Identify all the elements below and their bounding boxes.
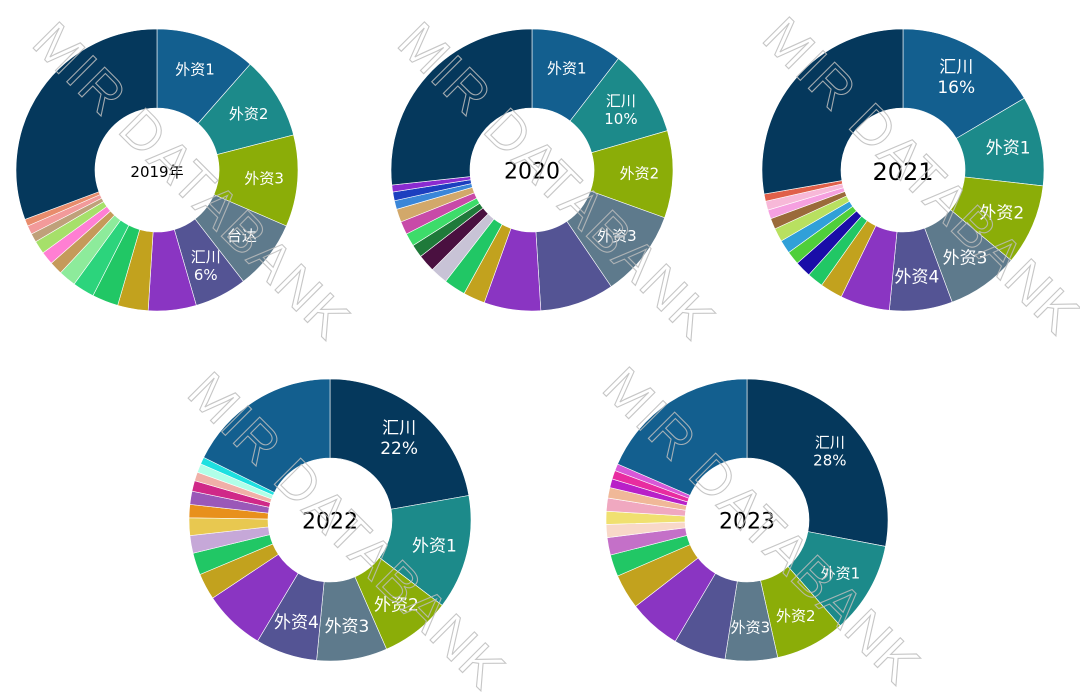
slice-label: 外资1	[547, 60, 587, 78]
slice-label: 汇川 10%	[604, 92, 637, 128]
slice-label: 台达	[227, 227, 257, 245]
slice-label: 外资4	[274, 613, 319, 633]
slice-2023-0	[746, 378, 889, 547]
slice-label: 外资1	[986, 138, 1031, 158]
slice-label: 外资3	[943, 249, 988, 269]
slice-label: 外资1	[412, 536, 457, 556]
slice-label: 外资4	[894, 268, 939, 288]
slice-label: 外资1	[175, 61, 215, 79]
chart-center-title: 2020	[504, 160, 560, 185]
slice-label: 外资2	[229, 105, 269, 123]
chart-center-title: 2021	[872, 158, 933, 186]
slice-label: 汇川 28%	[813, 434, 846, 470]
slice-label: 外资2	[979, 203, 1024, 223]
slice-label: 外资1	[821, 565, 861, 583]
slice-label: 外资3	[731, 619, 771, 637]
slice-label: 外资2	[776, 607, 816, 625]
slice-label: 汇川 22%	[380, 418, 418, 458]
slice-label: 外资3	[325, 617, 370, 637]
slice-2022-0	[329, 378, 470, 510]
slice-2020-17	[390, 28, 533, 186]
slice-2021-0	[902, 28, 1025, 139]
slice-label: 外资2	[620, 165, 660, 183]
slice-2022-16	[203, 378, 331, 493]
slice-2019年-16	[15, 28, 158, 220]
slice-label: 外资3	[597, 227, 637, 245]
chart-center-title: 2022	[302, 510, 358, 535]
chart-center-title: 2023	[719, 510, 775, 535]
slice-2023-16	[617, 378, 748, 496]
donut-chart-2023: 汇川 28% 外资1 外资2 外资3 2023	[605, 378, 889, 662]
slice-2021-16	[761, 28, 904, 195]
slice-label: 外资2	[374, 595, 419, 615]
chart-center-title: 2019年	[130, 163, 183, 181]
slice-label: 汇川 16%	[937, 57, 975, 97]
slice-label: 外资3	[244, 170, 284, 188]
slice-label: 汇川 6%	[191, 248, 221, 284]
donut-chart-2020: 外资1 汇川 10% 外资2 外资3 2020	[390, 28, 674, 312]
